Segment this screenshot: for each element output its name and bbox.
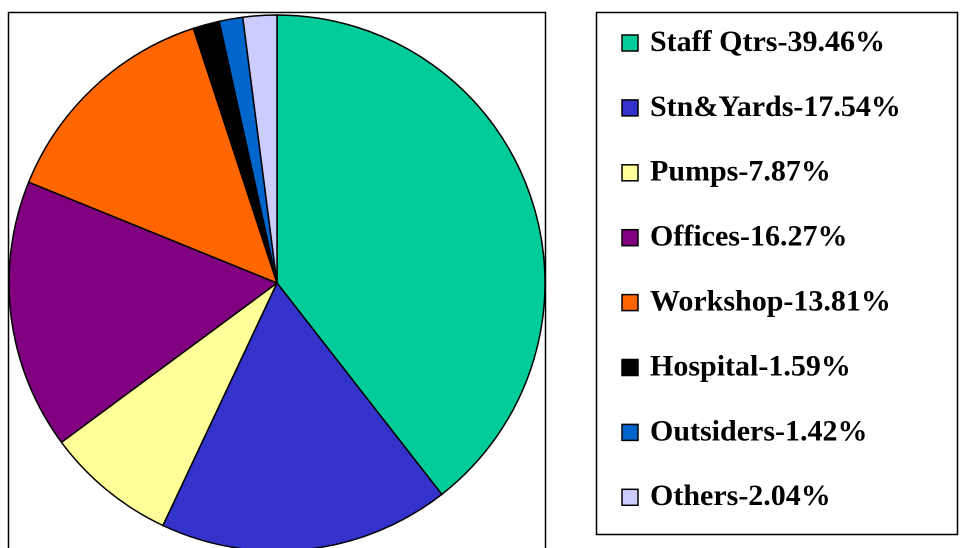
legend-swatch — [621, 34, 639, 52]
legend: Staff Qtrs-39.46% Stn&Yards-17.54% Pumps-7… — [621, 25, 901, 512]
legend-label: Workshop-13.81% — [650, 284, 891, 317]
legend-label: Outsiders-1.42% — [650, 414, 868, 447]
pie-slice — [276, 14, 545, 496]
pie-slice — [241, 14, 278, 284]
legend-swatch — [621, 293, 639, 312]
legend-swatch — [621, 423, 639, 442]
pie-slice — [60, 282, 278, 527]
pie-slice — [27, 27, 279, 285]
legend-swatch — [621, 164, 639, 182]
pie-slice — [8, 181, 279, 444]
legend-label: Staff Qtrs-39.46% — [650, 25, 885, 58]
legend-label: Hospital-1.59% — [650, 349, 851, 382]
legend-box — [595, 11, 959, 536]
legend-label: Others-2.04% — [650, 479, 831, 512]
legend-swatch — [621, 99, 639, 117]
legend-swatch — [621, 358, 639, 377]
pie — [8, 14, 545, 548]
pie-slice — [161, 281, 443, 548]
legend-swatch — [621, 228, 639, 247]
legend-label: Offices-16.27% — [650, 220, 847, 253]
legend-label: Stn&Yards-17.54% — [650, 90, 901, 123]
legend-label: Pumps-7.87% — [650, 155, 831, 188]
legend-swatch — [621, 488, 639, 507]
